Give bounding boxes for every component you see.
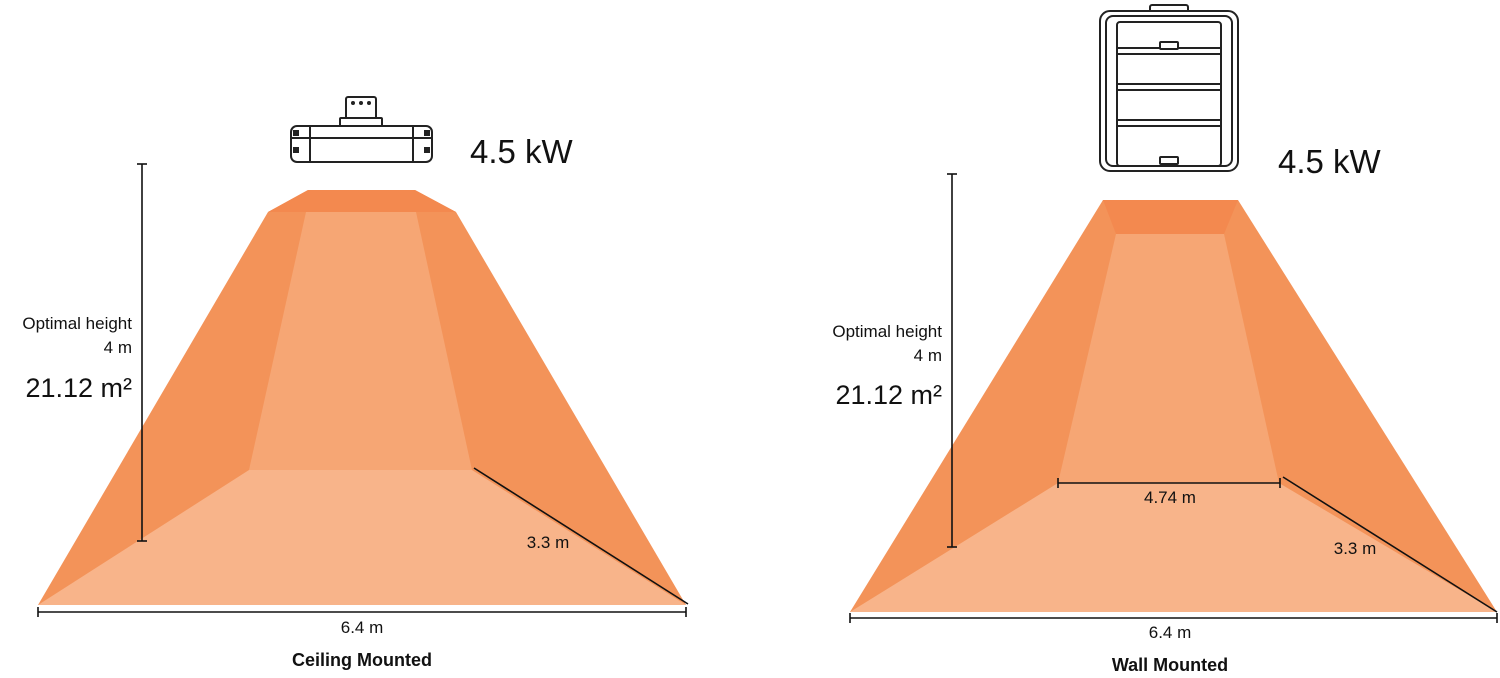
- height-value: 4 m: [914, 346, 942, 365]
- ceiling-measure-lines: [37, 163, 689, 617]
- height-label: Optimal height: [832, 322, 942, 341]
- wall-heat-cone: [850, 200, 1497, 612]
- inner-width-label: 4.74 m: [1144, 488, 1196, 507]
- wall-measure-lines: [849, 173, 1498, 623]
- width-label: 6.4 m: [1149, 623, 1192, 642]
- ceiling-heat-cone: [38, 190, 686, 605]
- panel-caption: Wall Mounted: [1112, 655, 1228, 675]
- cone-top-band: [268, 190, 456, 212]
- width-label: 6.4 m: [341, 618, 384, 637]
- height-label: Optimal height: [22, 314, 132, 333]
- floor-coverage-area: [38, 470, 686, 605]
- depth-label: 3.3 m: [527, 533, 570, 552]
- ceiling-mounted-panel: 4.5 kW Optimal height 4 m 21.12 m² 3.3 m…: [22, 96, 689, 670]
- cone-inner-back-panel: [1058, 234, 1279, 483]
- ceiling-heater-icon: [290, 96, 433, 163]
- height-value: 4 m: [104, 338, 132, 357]
- wall-mounted-panel: 4.5 kW Optimal height 4 m 21.12 m² 4.74 …: [832, 4, 1498, 675]
- coverage-area: 21.12 m²: [835, 380, 942, 410]
- power-rating: 4.5 kW: [470, 133, 574, 170]
- floor-coverage-area: [850, 483, 1497, 612]
- cone-inner-back-panel: [249, 212, 472, 470]
- coverage-area: 21.12 m²: [25, 373, 132, 403]
- wall-heater-icon: [1099, 4, 1239, 172]
- panel-caption: Ceiling Mounted: [292, 650, 432, 670]
- depth-label: 3.3 m: [1334, 539, 1377, 558]
- power-rating: 4.5 kW: [1278, 143, 1382, 180]
- cone-top-band: [1103, 200, 1238, 234]
